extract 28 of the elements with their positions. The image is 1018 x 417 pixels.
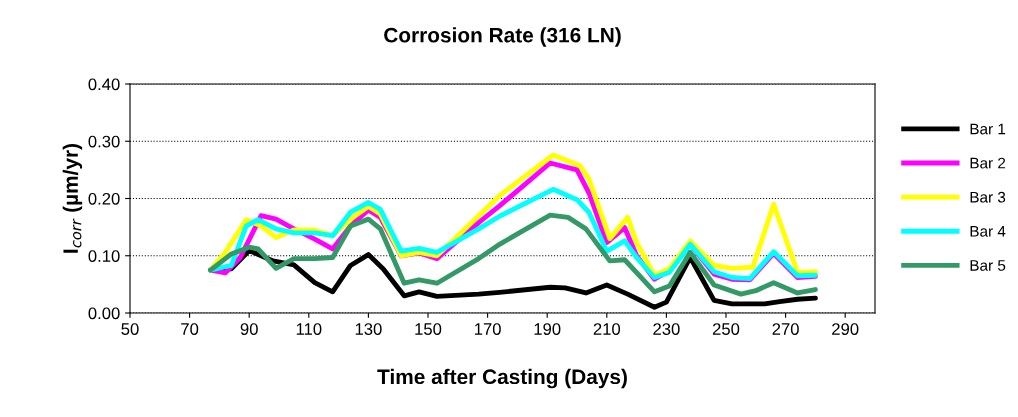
y-tick-label: 0.20 xyxy=(88,192,120,205)
line-series xyxy=(208,212,818,297)
x-tick-label: 110 xyxy=(296,323,322,335)
y-tick-label: 0.00 xyxy=(88,307,120,320)
x-tick-label: 130 xyxy=(355,323,382,335)
y-axis-title: I$_{corr}$ (µm/yr) xyxy=(62,144,83,253)
y-tick-label: 0.10 xyxy=(88,250,120,262)
x-tick-label: 290 xyxy=(832,323,859,335)
x-axis-title: Time after Casting (Days) xyxy=(377,368,627,389)
x-tick-label: 230 xyxy=(653,323,680,335)
x-tick-label: 50 xyxy=(121,323,139,335)
y-tick-label: 0.30 xyxy=(88,135,120,148)
chart-title: Corrosion Rate (316 LN) xyxy=(384,27,621,47)
y-tick-label: 0.40 xyxy=(88,78,120,91)
legend-label: Bar 2 xyxy=(970,157,1006,169)
x-tick-label: 190 xyxy=(534,323,561,335)
line-series xyxy=(208,186,818,282)
legend-label: Bar 4 xyxy=(970,226,1006,237)
x-tick-label: 270 xyxy=(772,323,799,335)
legend-label: Bar 3 xyxy=(970,191,1006,203)
x-tick-label: 210 xyxy=(593,323,621,335)
x-tick-label: 250 xyxy=(712,323,740,335)
x-tick-label: 70 xyxy=(181,323,199,335)
x-tick-label: 170 xyxy=(474,323,501,335)
legend-label: Bar 1 xyxy=(970,123,1006,135)
x-tick-label: 90 xyxy=(240,323,258,335)
legend-label: Bar 5 xyxy=(970,260,1006,271)
x-tick-label: 150 xyxy=(415,323,442,335)
